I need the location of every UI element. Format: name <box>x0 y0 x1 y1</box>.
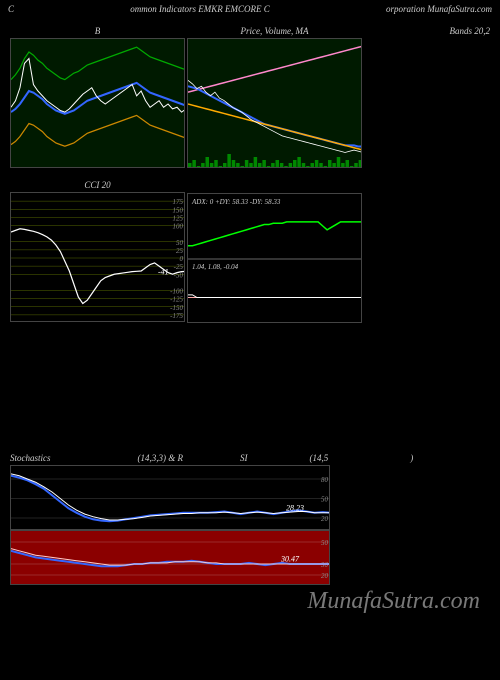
cci-title: CCI 20 <box>10 180 185 190</box>
header-left: C <box>8 4 14 14</box>
svg-text:28.23: 28.23 <box>286 504 304 513</box>
svg-text:20: 20 <box>321 515 329 523</box>
bbands-chart <box>10 38 185 168</box>
svg-text:125: 125 <box>173 214 184 222</box>
panel-bbands: B <box>10 26 185 168</box>
rsi-chart: 50302030.47 <box>10 530 330 585</box>
svg-text:20: 20 <box>321 572 329 580</box>
svg-text:50: 50 <box>321 496 329 504</box>
stoch-params: (14,3,3) & R <box>138 453 184 463</box>
adx-macd-spacer <box>187 180 362 191</box>
cci-chart: 17515012510050250-25-50-100-125-150-175-… <box>10 192 185 322</box>
price-ma-chart <box>187 38 362 168</box>
stochastics-chart: 80 50 20 28.23 <box>10 465 330 530</box>
bands-params: Bands 20,2 <box>364 26 500 36</box>
price-ma-title: Price, Volume, MA <box>187 26 362 36</box>
svg-text:ADX: 0 +DY: 58.33 -DY: 58.33: ADX: 0 +DY: 58.33 -DY: 58.33 <box>191 198 281 206</box>
stoch-title: Stochastics <box>10 453 51 463</box>
watermark: MunafaSutra.com <box>307 588 480 615</box>
svg-text:150: 150 <box>173 206 184 214</box>
svg-text:100: 100 <box>173 223 184 231</box>
si-paren: ) <box>410 453 413 463</box>
svg-text:-150: -150 <box>170 304 183 312</box>
panel-bands-label: Bands 20,2 <box>364 26 500 168</box>
svg-text:30.47: 30.47 <box>280 554 300 563</box>
svg-text:80: 80 <box>321 476 329 484</box>
panel-adx-macd: ADX: 0 +DY: 58.33 -DY: 58.33 1.04, 1.08, … <box>187 180 362 323</box>
bbands-title: B <box>10 26 185 36</box>
svg-text:-100: -100 <box>170 288 183 296</box>
svg-text:-175: -175 <box>170 312 183 320</box>
svg-text:50: 50 <box>176 239 184 247</box>
panel-price-ma: Price, Volume, MA <box>187 26 362 168</box>
panel-cci: CCI 20 17515012510050250-25-50-100-125-1… <box>10 180 185 323</box>
svg-text:25: 25 <box>176 247 184 255</box>
adx-macd-chart: ADX: 0 +DY: 58.33 -DY: 58.33 1.04, 1.08, … <box>187 193 362 323</box>
svg-text:-41: -41 <box>158 267 169 276</box>
si-params: (14,5 <box>310 453 329 463</box>
svg-text:50: 50 <box>321 539 329 547</box>
svg-text:-25: -25 <box>174 263 184 271</box>
header-right: orporation MunafaSutra.com <box>386 4 492 14</box>
si-label: SI <box>240 453 248 463</box>
page-header: C ommon Indicators EMKR EMCORE C orporat… <box>0 0 500 18</box>
svg-text:-125: -125 <box>170 296 183 304</box>
svg-text:175: 175 <box>173 198 184 206</box>
svg-text:0: 0 <box>180 255 184 263</box>
header-center: ommon Indicators EMKR EMCORE C <box>130 4 270 14</box>
svg-text:1.04, 1.08, -0.04: 1.04, 1.08, -0.04 <box>192 263 239 271</box>
